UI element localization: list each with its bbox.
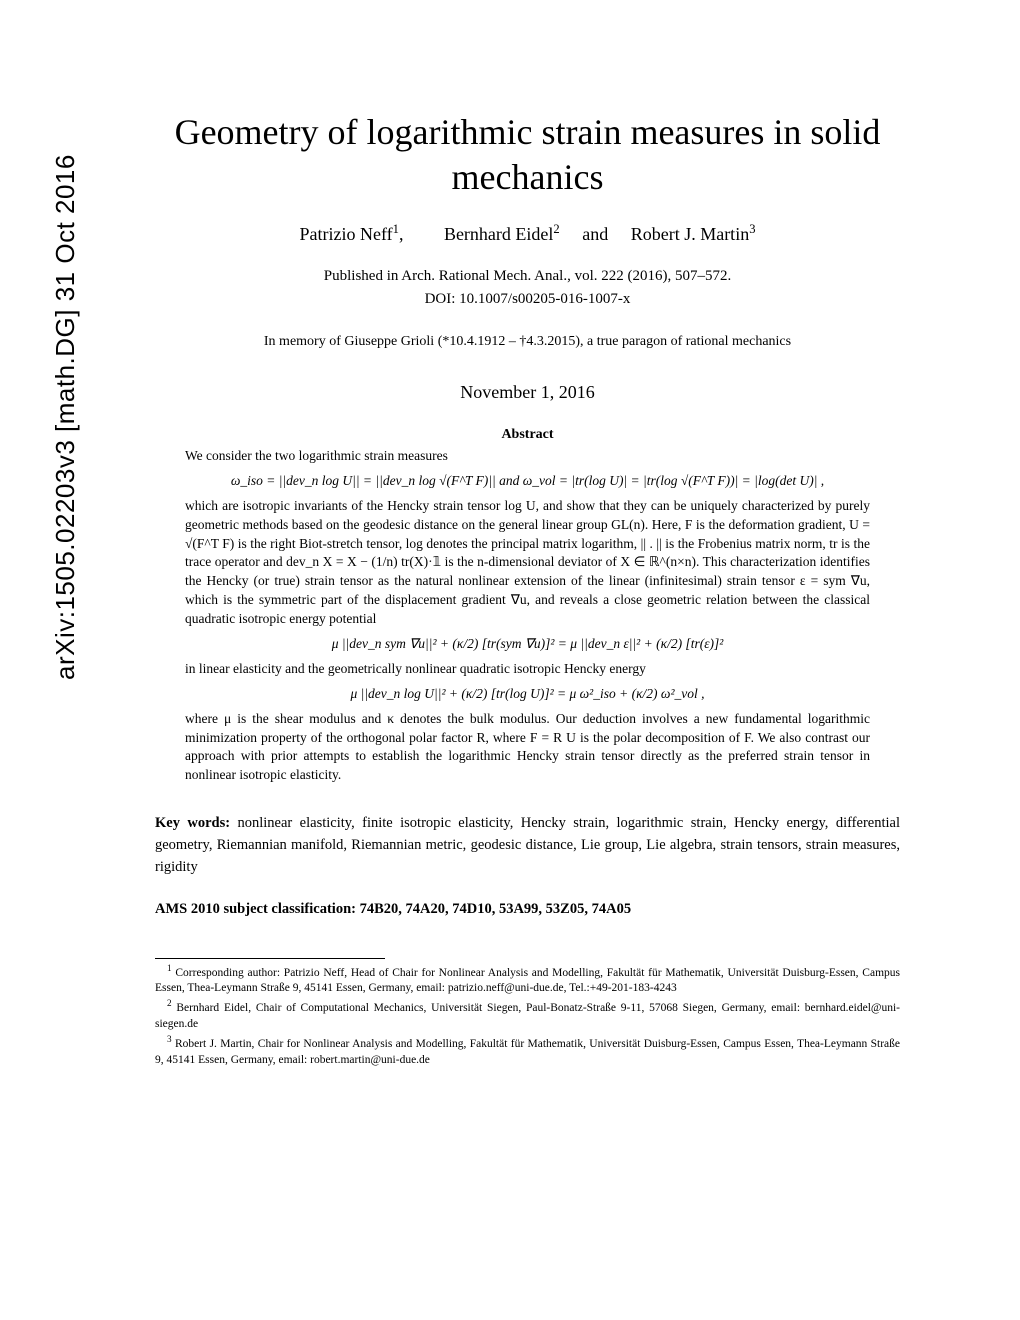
keywords-block: Key words: nonlinear elasticity, finite …	[155, 813, 900, 878]
page-content: Geometry of logarithmic strain measures …	[0, 0, 1020, 1129]
footnote-3-mark: 3	[167, 1034, 172, 1044]
author-sep-comma: ,	[399, 224, 404, 244]
footnote-1-mark: 1	[167, 963, 172, 973]
footnote-rule	[155, 958, 385, 959]
paper-title: Geometry of logarithmic strain measures …	[155, 110, 900, 200]
footnote-2-text: Bernhard Eidel, Chair of Computational M…	[155, 1002, 900, 1030]
abstract-p3: in linear elasticity and the geometrical…	[185, 660, 870, 679]
authors-line: Patrizio Neff1, Bernhard Eidel2 and Robe…	[155, 222, 900, 245]
publication-line-1: Published in Arch. Rational Mech. Anal.,…	[155, 265, 900, 288]
paper-date: November 1, 2016	[155, 382, 900, 403]
author-3-affil: 3	[749, 222, 755, 236]
abstract-eq1: ω_iso = ||dev_n log U|| = ||dev_n log √(…	[185, 472, 870, 491]
footnote-2: 2 Bernhard Eidel, Chair of Computational…	[155, 997, 900, 1032]
footnote-3: 3 Robert J. Martin, Chair for Nonlinear …	[155, 1033, 900, 1068]
abstract-heading: Abstract	[155, 427, 900, 443]
keywords-text: nonlinear elasticity, finite isotropic e…	[155, 815, 900, 875]
author-3: Robert J. Martin	[631, 224, 750, 244]
abstract-eq2: μ ||dev_n sym ∇u||² + (κ/2) [tr(sym ∇u)]…	[185, 635, 870, 654]
publication-doi: DOI: 10.1007/s00205-016-1007-x	[155, 288, 900, 311]
dedication: In memory of Giuseppe Grioli (*10.4.1912…	[155, 334, 900, 350]
abstract-body: We consider the two logarithmic strain m…	[155, 447, 900, 785]
author-1: Patrizio Neff	[300, 224, 393, 244]
author-2-affil: 2	[553, 222, 559, 236]
author-and: and	[582, 224, 608, 244]
ams-classification: AMS 2010 subject classification: 74B20, …	[155, 901, 900, 918]
author-2: Bernhard Eidel	[444, 224, 553, 244]
footnote-2-mark: 2	[167, 998, 172, 1008]
footnote-1-text: Corresponding author: Patrizio Neff, Hea…	[155, 966, 900, 994]
abstract-p4: where μ is the shear modulus and κ denot…	[185, 710, 870, 786]
publication-info: Published in Arch. Rational Mech. Anal.,…	[155, 265, 900, 310]
abstract-p2: which are isotropic invariants of the He…	[185, 497, 870, 629]
footnote-3-text: Robert J. Martin, Chair for Nonlinear An…	[155, 1038, 900, 1066]
footnote-1: 1 Corresponding author: Patrizio Neff, H…	[155, 962, 900, 997]
abstract-eq3: μ ||dev_n log U||² + (κ/2) [tr(log U)]² …	[185, 685, 870, 704]
keywords-label: Key words:	[155, 815, 230, 831]
footnotes: 1 Corresponding author: Patrizio Neff, H…	[155, 962, 900, 1069]
abstract-p1: We consider the two logarithmic strain m…	[185, 447, 870, 466]
